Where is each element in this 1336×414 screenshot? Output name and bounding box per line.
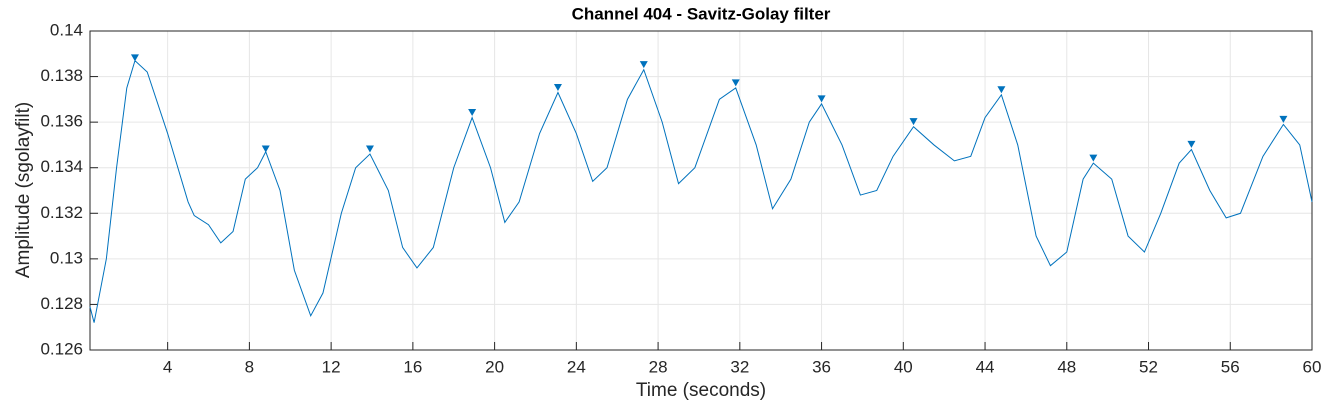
peak-marker (1279, 115, 1288, 123)
x-tick-label: 40 (894, 357, 913, 376)
x-tick-label: 4 (163, 357, 172, 376)
peak-marker (1089, 154, 1098, 162)
plot-frame (89, 30, 1313, 351)
y-tick-label: 0.13 (50, 248, 83, 267)
y-axis-label: Amplitude (sgolayfilt) (13, 102, 34, 278)
signal-line (89, 59, 1313, 323)
y-tick-label: 0.136 (40, 112, 83, 131)
y-tick-label: 0.126 (40, 339, 83, 358)
x-tick-label: 16 (403, 357, 422, 376)
peak-marker (261, 145, 270, 153)
peak-marker (817, 95, 826, 103)
x-axis-label: Time (seconds) (636, 380, 766, 401)
peak-marker (731, 79, 740, 87)
x-tick-label: 48 (1057, 357, 1076, 376)
x-tick-label: 56 (1221, 357, 1240, 376)
peak-marker (365, 145, 374, 153)
x-tick-label: 44 (976, 357, 995, 376)
x-tick-label: 8 (245, 357, 254, 376)
y-tick-label: 0.134 (40, 157, 83, 176)
peak-marker (553, 83, 562, 91)
x-tick-label: 20 (485, 357, 504, 376)
x-tick-label: 36 (812, 357, 831, 376)
x-tick-label: 60 (1303, 357, 1322, 376)
peak-marker (997, 86, 1006, 94)
y-tick-label: 0.14 (50, 20, 83, 39)
y-tick-label: 0.128 (40, 294, 83, 313)
peak-marker (130, 54, 139, 62)
x-tick-label: 32 (730, 357, 749, 376)
chart-title: Channel 404 - Savitz-Golay filter (572, 4, 831, 23)
peak-marker (468, 109, 477, 117)
peak-marker (909, 118, 918, 126)
x-tick-label: 24 (567, 357, 586, 376)
x-tick-label: 52 (1139, 357, 1158, 376)
x-tick-label: 12 (322, 357, 341, 376)
y-tick-label: 0.138 (40, 66, 83, 85)
x-tick-label: 28 (649, 357, 668, 376)
peak-marker (1187, 140, 1196, 148)
y-tick-label: 0.132 (40, 203, 83, 222)
peak-marker (639, 61, 648, 69)
